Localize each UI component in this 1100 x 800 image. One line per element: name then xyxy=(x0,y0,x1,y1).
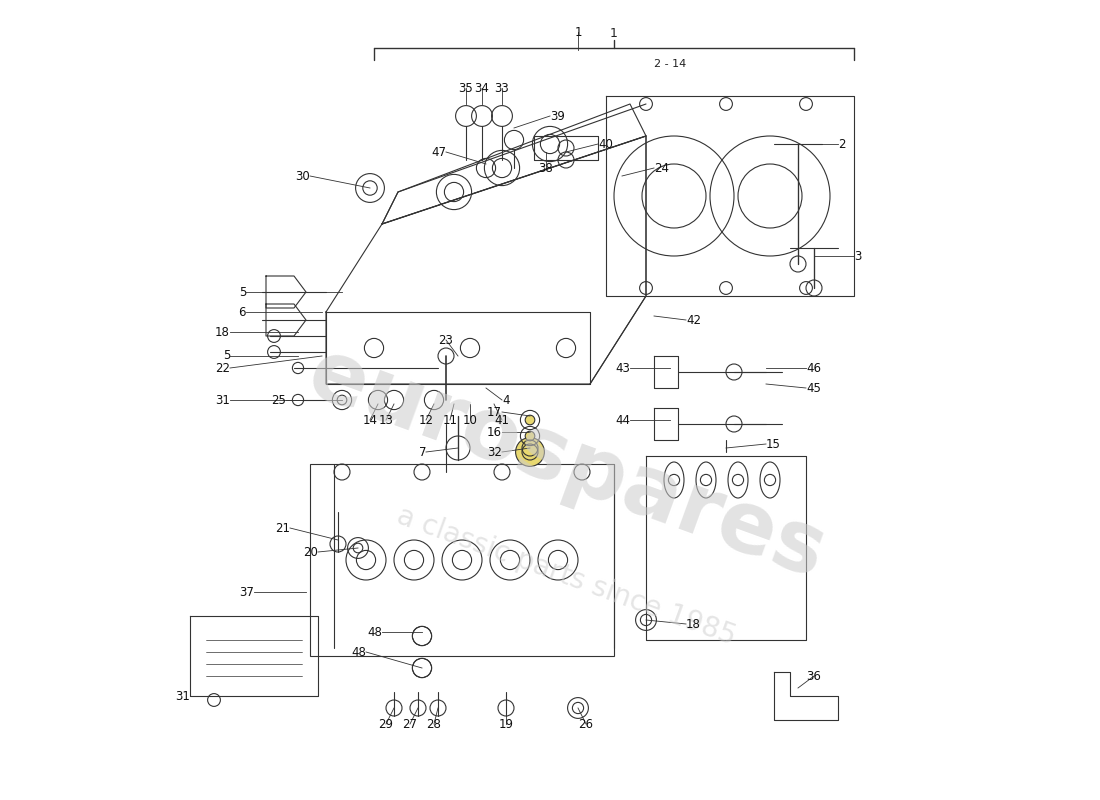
Text: 13: 13 xyxy=(378,414,394,426)
Text: 2: 2 xyxy=(838,138,846,150)
Text: 43: 43 xyxy=(615,362,630,374)
Text: 1: 1 xyxy=(574,26,582,38)
Text: 47: 47 xyxy=(431,146,446,158)
Text: 24: 24 xyxy=(654,162,669,174)
Text: 46: 46 xyxy=(806,362,821,374)
Text: 2 - 14: 2 - 14 xyxy=(653,59,686,69)
Text: 28: 28 xyxy=(427,718,441,730)
Text: 48: 48 xyxy=(367,626,382,638)
Text: 34: 34 xyxy=(474,82,490,94)
Circle shape xyxy=(525,415,535,425)
Text: 37: 37 xyxy=(239,586,254,598)
Text: 10: 10 xyxy=(463,414,477,426)
Text: 31: 31 xyxy=(216,394,230,406)
Circle shape xyxy=(525,431,535,441)
Text: 31: 31 xyxy=(175,690,190,702)
Text: 44: 44 xyxy=(615,414,630,426)
Text: 48: 48 xyxy=(351,646,366,658)
Circle shape xyxy=(516,438,544,466)
Text: 29: 29 xyxy=(378,718,394,730)
Text: 25: 25 xyxy=(271,394,286,406)
Text: 21: 21 xyxy=(275,522,290,534)
Text: 16: 16 xyxy=(487,426,502,438)
Text: 14: 14 xyxy=(363,414,377,426)
Text: 35: 35 xyxy=(459,82,473,94)
Text: 11: 11 xyxy=(442,414,458,426)
Text: 38: 38 xyxy=(539,162,553,174)
Circle shape xyxy=(726,416,742,432)
Text: 18: 18 xyxy=(686,618,701,630)
Text: 12: 12 xyxy=(418,414,433,426)
Text: 23: 23 xyxy=(439,334,453,346)
Text: 22: 22 xyxy=(214,362,230,374)
Text: 19: 19 xyxy=(498,718,514,730)
Text: 6: 6 xyxy=(239,306,246,318)
Text: 40: 40 xyxy=(598,138,613,150)
Text: 45: 45 xyxy=(806,382,821,394)
Text: 5: 5 xyxy=(222,350,230,362)
Text: 39: 39 xyxy=(550,110,565,122)
Text: 33: 33 xyxy=(495,82,509,94)
Text: 3: 3 xyxy=(854,250,861,262)
Text: 41: 41 xyxy=(495,414,509,426)
Text: a classic parts since 1985: a classic parts since 1985 xyxy=(393,502,739,650)
Text: 30: 30 xyxy=(295,170,310,182)
Text: 7: 7 xyxy=(418,446,426,458)
Text: 1: 1 xyxy=(610,27,618,40)
Circle shape xyxy=(726,364,742,380)
Text: 42: 42 xyxy=(686,314,701,326)
Text: 26: 26 xyxy=(579,718,594,730)
Text: 36: 36 xyxy=(806,670,822,682)
Text: eurospares: eurospares xyxy=(296,332,836,596)
Text: 27: 27 xyxy=(403,718,418,730)
Text: 20: 20 xyxy=(304,546,318,558)
Text: 18: 18 xyxy=(216,326,230,338)
Text: 32: 32 xyxy=(487,446,502,458)
Text: 5: 5 xyxy=(239,286,246,298)
Text: 4: 4 xyxy=(502,394,509,406)
Bar xyxy=(310,464,614,656)
Text: 15: 15 xyxy=(766,438,781,450)
Text: 17: 17 xyxy=(487,406,502,418)
